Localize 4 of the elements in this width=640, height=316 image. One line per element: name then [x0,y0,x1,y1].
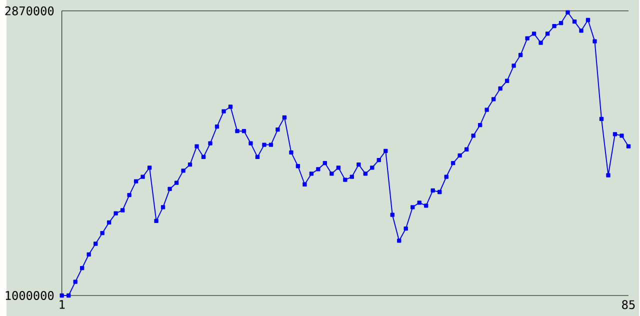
y-tick-label: 1000000 [6,290,54,300]
y-tick-label: 2870000 [5,6,54,16]
x-tick-label: 1 [60,300,65,309]
x-tick-label: 85 [622,300,635,309]
